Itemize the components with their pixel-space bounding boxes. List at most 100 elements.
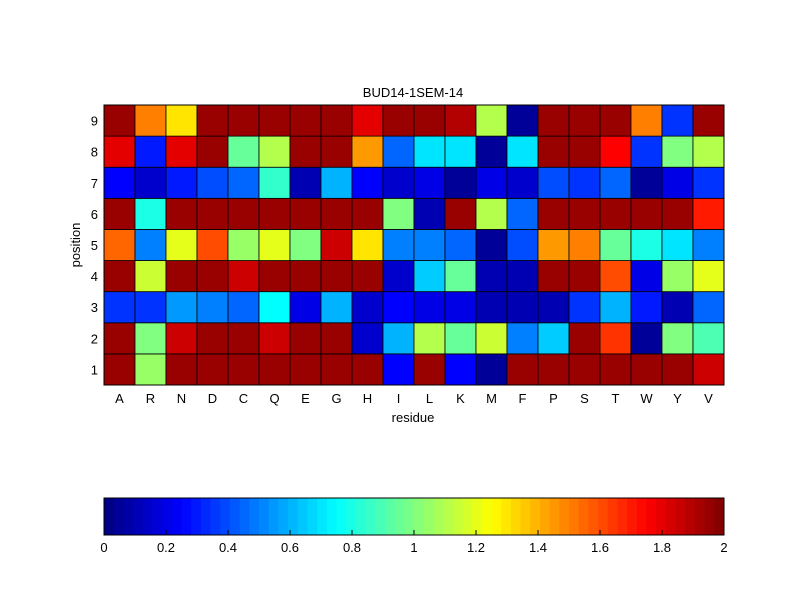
heatmap-cell-T-5	[599, 229, 632, 261]
colorbar-segment	[685, 498, 696, 535]
y-tick-label: 3	[91, 300, 98, 315]
heatmap-cell-A-2	[103, 322, 136, 355]
heatmap-cell-R-6	[134, 197, 167, 230]
heatmap-cell-G-6	[320, 197, 353, 230]
heatmap-cell-W-5	[630, 229, 663, 261]
y-tick-label: 1	[91, 362, 98, 377]
colorbar-segment	[288, 498, 299, 535]
colorbar-segment	[346, 498, 357, 535]
x-tick-label: Q	[269, 391, 279, 406]
colorbar-segment	[123, 498, 134, 535]
heatmap-cell-G-5	[320, 229, 353, 261]
colorbar-segment	[472, 498, 483, 535]
heatmap-cell-H-6	[351, 197, 384, 230]
heatmap-cell-K-3	[444, 291, 477, 324]
heatmap-cell-H-1	[351, 353, 384, 386]
heatmap-cell-I-5	[382, 229, 415, 261]
colorbar-segment	[636, 498, 647, 535]
heatmap-cell-F-8	[506, 135, 539, 168]
heatmap-cell-D-9	[196, 104, 229, 137]
colorbar-segment	[462, 498, 473, 535]
heatmap-cell-D-4	[196, 260, 229, 293]
colorbar-segment	[104, 498, 115, 535]
heatmap-cell-S-7	[568, 166, 601, 199]
colorbar-segment	[142, 498, 153, 535]
x-tick-label: L	[426, 391, 433, 406]
colorbar-tick-label: 0.2	[157, 540, 175, 555]
heatmap-cell-T-2	[599, 322, 632, 355]
heatmap-cell-L-3	[413, 291, 446, 324]
heatmap-cell-V-1	[692, 353, 725, 386]
heatmap-cell-R-1	[134, 353, 167, 386]
colorbar-segment	[365, 498, 376, 535]
heatmap-cell-N-8	[165, 135, 198, 168]
colorbar-segment	[317, 498, 328, 535]
colorbar-tick-label: 0.8	[343, 540, 361, 555]
colorbar	[103, 497, 725, 536]
heatmap-cell-S-5	[568, 229, 601, 261]
colorbar-segment	[714, 498, 725, 535]
y-tick-label: 2	[91, 331, 98, 346]
heatmap-cell-C-5	[227, 229, 260, 261]
heatmap-cell-W-4	[630, 260, 663, 293]
heatmap-cell-S-3	[568, 291, 601, 324]
heatmap-cell-A-3	[103, 291, 136, 324]
heatmap-cell-G-8	[320, 135, 353, 168]
colorbar-segment	[375, 498, 386, 535]
heatmap-cell-P-3	[537, 291, 570, 324]
x-tick-label: I	[397, 391, 401, 406]
heatmap-cell-R-7	[134, 166, 167, 199]
heatmap-cell-C-7	[227, 166, 260, 199]
colorbar-segment	[491, 498, 502, 535]
heatmap-cell-C-9	[227, 104, 260, 137]
heatmap-cell-R-8	[134, 135, 167, 168]
x-tick-label: R	[146, 391, 155, 406]
heatmap-cell-C-2	[227, 322, 260, 355]
x-tick-label: K	[456, 391, 465, 406]
heatmap-cell-A-1	[103, 353, 136, 386]
colorbar-segment	[259, 498, 270, 535]
heatmap-cell-R-5	[134, 229, 167, 261]
heatmap-cell-S-4	[568, 260, 601, 293]
heatmap-cell-T-1	[599, 353, 632, 386]
colorbar-segment	[229, 498, 241, 535]
heatmap-cell-I-6	[382, 197, 415, 230]
colorbar-segment	[501, 498, 512, 535]
y-tick-label: 4	[91, 269, 98, 284]
colorbar-segment	[268, 498, 279, 535]
colorbar-segment	[162, 498, 173, 535]
heatmap-cell-E-6	[289, 197, 322, 230]
y-axis-label: position	[68, 223, 83, 268]
heatmap-cell-E-3	[289, 291, 322, 324]
colorbar-segment	[171, 498, 182, 535]
heatmap-cell-N-2	[165, 322, 198, 355]
x-tick-label: C	[239, 391, 248, 406]
heatmap-cell-L-2	[413, 322, 446, 355]
colorbar-segment	[443, 498, 454, 535]
heatmap-cell-A-9	[103, 104, 136, 137]
heatmap-cell-F-4	[506, 260, 539, 293]
heatmap-cell-I-4	[382, 260, 415, 293]
heatmap-cell-H-4	[351, 260, 384, 293]
colorbar-segment	[665, 498, 676, 535]
heatmap-cell-Y-5	[661, 229, 694, 261]
heatmap-cell-G-7	[320, 166, 353, 199]
colorbar-segment	[423, 498, 434, 535]
y-tick-label: 6	[91, 207, 98, 222]
heatmap-cell-G-4	[320, 260, 353, 293]
colorbar-segment	[200, 498, 211, 535]
colorbar-segment	[220, 498, 231, 535]
heatmap-cell-E-2	[289, 322, 322, 355]
heatmap-cell-S-1	[568, 353, 601, 386]
colorbar-segment	[627, 498, 638, 535]
heatmap-cell-N-9	[165, 104, 198, 137]
heatmap-cell-W-6	[630, 197, 663, 230]
heatmap-cell-F-2	[506, 322, 539, 355]
x-tick-label: V	[704, 391, 713, 406]
heatmap-cell-F-6	[506, 197, 539, 230]
colorbar-segment	[152, 498, 163, 535]
heatmap-cell-M-7	[475, 166, 508, 199]
heatmap-cell-F-9	[506, 104, 539, 137]
